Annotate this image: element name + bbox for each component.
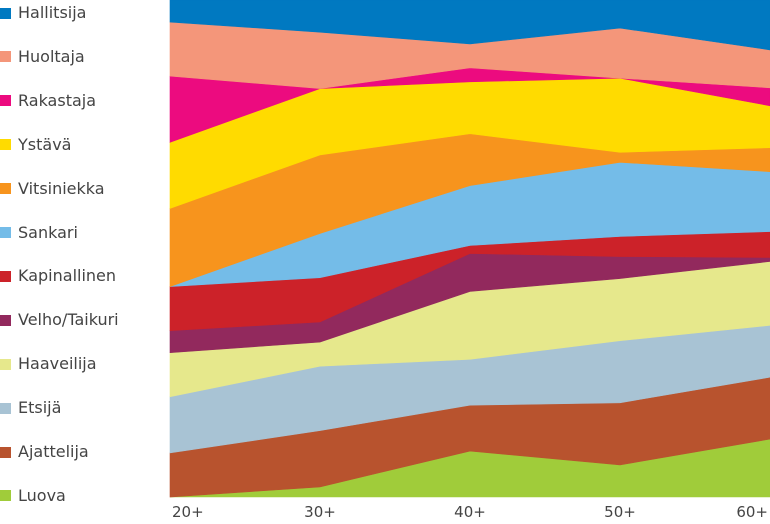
legend-item: Kapinallinen	[0, 266, 116, 286]
legend-swatch	[0, 139, 11, 151]
legend-label: Vitsiniekka	[18, 178, 105, 198]
legend-label: Haaveilija	[18, 354, 97, 374]
legend-item: Vitsiniekka	[0, 179, 105, 199]
legend-swatch	[0, 358, 11, 370]
legend-item: Huoltaja	[0, 47, 85, 67]
legend-item: Ystävä	[0, 135, 71, 155]
x-tick-label: 20+	[172, 503, 204, 521]
x-tick-label: 30+	[304, 503, 336, 521]
legend-label: Etsijä	[18, 398, 62, 418]
x-tick-label: 50+	[604, 503, 636, 521]
legend-swatch	[0, 270, 11, 282]
legend-item: Velho/Taikuri	[0, 310, 119, 330]
legend-label: Kapinallinen	[18, 266, 117, 286]
x-tick-label: 40+	[454, 503, 486, 521]
legend-label: Sankari	[18, 222, 78, 242]
legend-swatch	[0, 227, 11, 238]
legend-swatch	[0, 183, 11, 195]
legend-item: Rakastaja	[0, 91, 96, 111]
legend-label: Luova	[18, 485, 66, 505]
legend-swatch	[0, 446, 11, 458]
area-series-hallitsija	[169, 0, 770, 51]
legend-item: Luova	[0, 486, 66, 506]
legend-label: Ystävä	[18, 134, 72, 154]
legend-item: Hallitsija	[0, 3, 86, 23]
legend-swatch	[0, 95, 11, 107]
legend-swatch	[0, 402, 11, 414]
legend-label: Huoltaja	[18, 46, 85, 66]
legend-swatch	[0, 314, 11, 326]
legend-item: Sankari	[0, 223, 78, 243]
legend-swatch	[0, 7, 11, 19]
legend-label: Velho/Taikuri	[18, 310, 119, 330]
legend-label: Ajattelija	[18, 442, 89, 461]
x-tick-label: 60+	[736, 503, 768, 521]
legend-item: Haaveilija	[0, 354, 97, 374]
legend-item: Etsijä	[0, 398, 61, 418]
legend-swatch	[0, 490, 11, 502]
legend-label: Hallitsija	[18, 3, 87, 22]
legend-item: Ajattelija	[0, 442, 89, 462]
legend-swatch	[0, 51, 11, 63]
legend-label: Rakastaja	[18, 90, 97, 110]
